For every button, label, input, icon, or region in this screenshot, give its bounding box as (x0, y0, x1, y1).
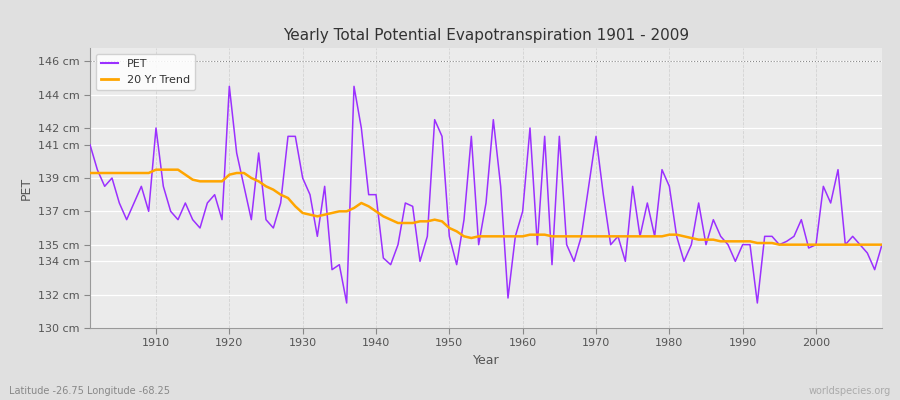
Line: 20 Yr Trend: 20 Yr Trend (90, 170, 882, 245)
PET (341, 300, 352, 305)
20 Yr Trend (774, 242, 785, 247)
X-axis label: Year: Year (472, 354, 500, 367)
PET (620, 259, 631, 264)
PET (364, 192, 374, 197)
Line: PET: PET (90, 86, 882, 303)
PET (224, 84, 235, 89)
Title: Yearly Total Potential Evapotranspiration 1901 - 2009: Yearly Total Potential Evapotranspiratio… (283, 28, 689, 43)
20 Yr Trend (85, 170, 95, 175)
PET (143, 209, 154, 214)
PET (525, 126, 535, 130)
Legend: PET, 20 Yr Trend: PET, 20 Yr Trend (95, 54, 195, 90)
20 Yr Trend (518, 234, 528, 239)
20 Yr Trend (613, 234, 624, 239)
Text: Latitude -26.75 Longitude -68.25: Latitude -26.75 Longitude -68.25 (9, 386, 170, 396)
PET (312, 234, 323, 239)
PET (532, 242, 543, 247)
Y-axis label: PET: PET (19, 176, 32, 200)
20 Yr Trend (312, 214, 323, 219)
20 Yr Trend (525, 232, 535, 237)
PET (877, 242, 887, 247)
20 Yr Trend (143, 170, 154, 175)
20 Yr Trend (150, 167, 161, 172)
20 Yr Trend (356, 201, 366, 206)
Text: worldspecies.org: worldspecies.org (809, 386, 891, 396)
PET (85, 142, 95, 147)
20 Yr Trend (877, 242, 887, 247)
